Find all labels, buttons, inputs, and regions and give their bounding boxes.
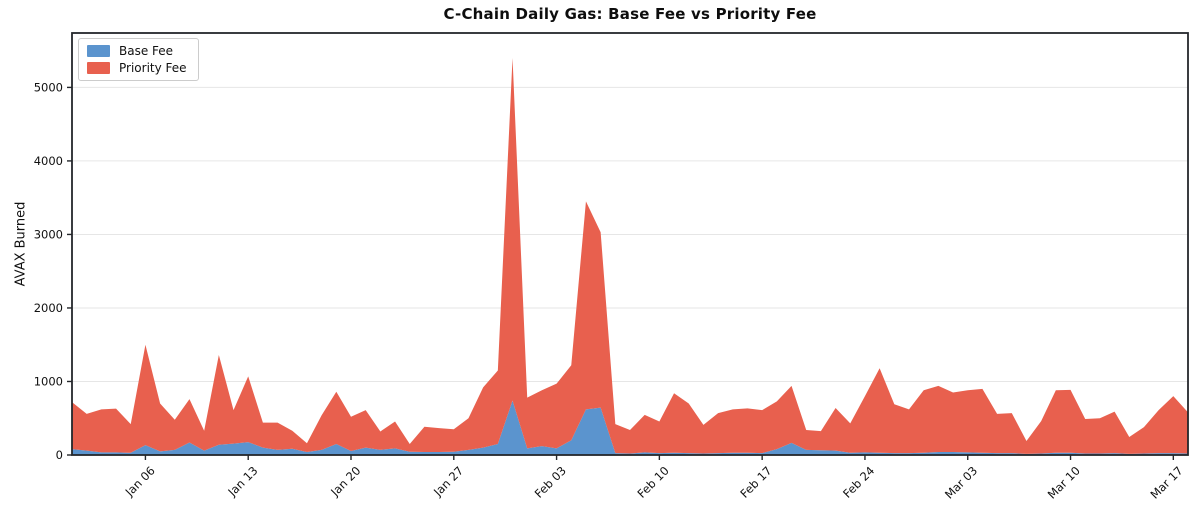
- y-axis-label: AVAX Burned: [13, 201, 29, 287]
- x-tick-label: Feb 17: [737, 463, 774, 500]
- y-tick-label: 4000: [34, 154, 63, 168]
- x-tick-label: Feb 24: [840, 463, 877, 500]
- plot-border: [71, 32, 1189, 456]
- y-tick-label: 5000: [34, 80, 63, 94]
- y-tick-label: 1000: [34, 375, 63, 389]
- legend-item-priority-fee: Priority Fee: [87, 62, 187, 74]
- x-tick-label: Jan 20: [327, 463, 363, 499]
- legend: Base Fee Priority Fee: [78, 38, 199, 81]
- base-fee-swatch-icon: [87, 45, 110, 57]
- x-tick-label: Mar 03: [942, 463, 980, 501]
- y-tick-label: 0: [56, 448, 63, 462]
- y-tick-label: 2000: [34, 301, 63, 315]
- x-tick-label: Mar 17: [1148, 463, 1186, 501]
- x-tick-label: Feb 10: [635, 463, 672, 500]
- x-tick-label: Feb 03: [532, 463, 569, 500]
- legend-label: Base Fee: [119, 44, 174, 58]
- x-tick-label: Jan 06: [122, 463, 158, 499]
- priority-fee-area: [72, 57, 1188, 454]
- legend-item-base-fee: Base Fee: [87, 45, 187, 57]
- chart-title: C-Chain Daily Gas: Base Fee vs Priority …: [443, 5, 817, 23]
- x-tick-label: Jan 13: [225, 463, 261, 499]
- x-tick-label: Jan 27: [430, 463, 466, 499]
- legend-label: Priority Fee: [119, 61, 187, 75]
- priority-fee-swatch-icon: [87, 62, 110, 74]
- base-fee-area: [72, 400, 1188, 455]
- y-tick-label: 3000: [34, 227, 63, 241]
- x-tick-label: Mar 10: [1045, 463, 1083, 501]
